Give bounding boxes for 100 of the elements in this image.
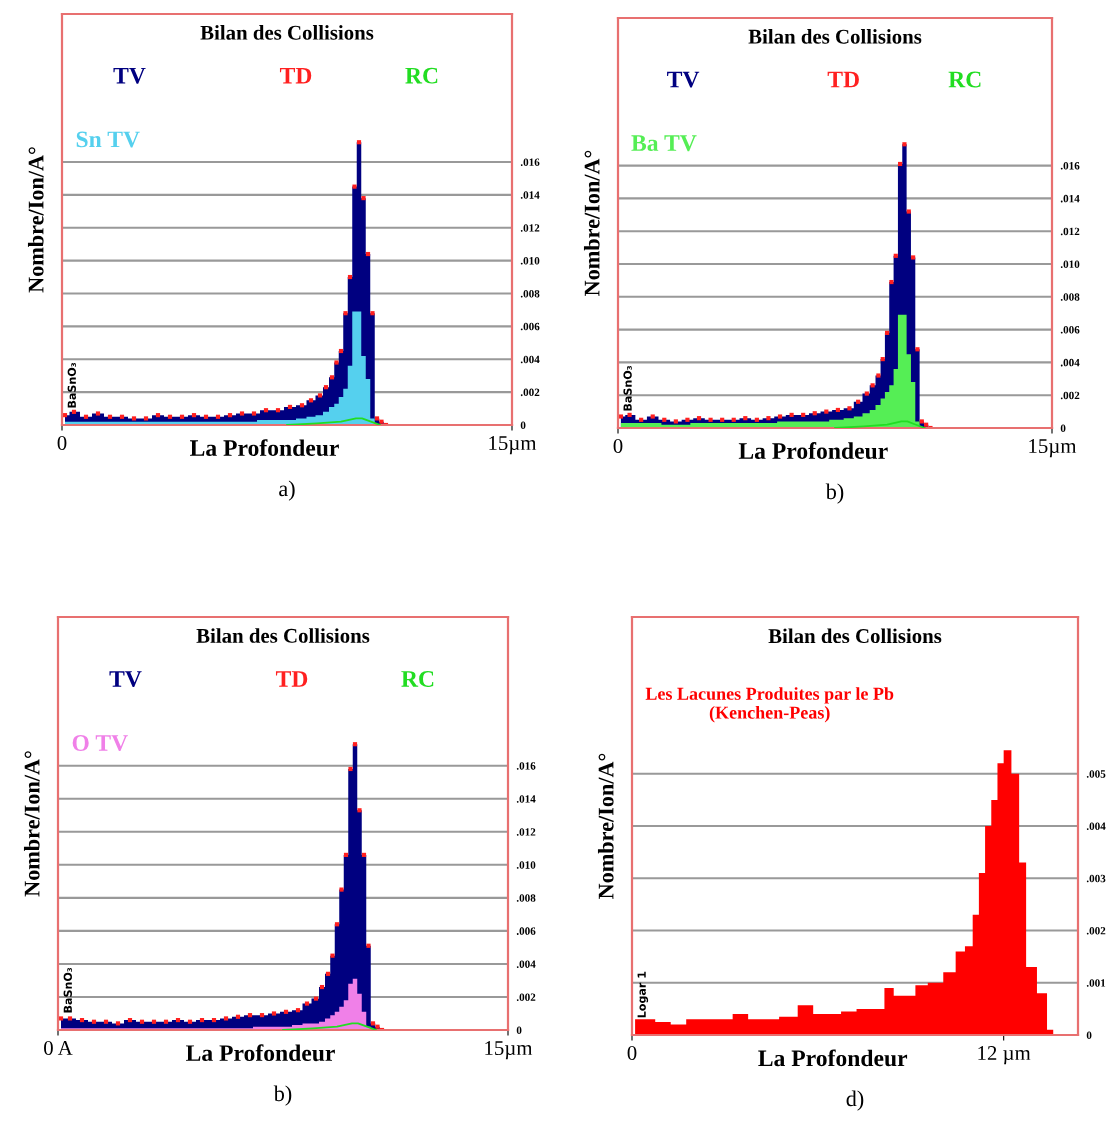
text: TV [109,671,142,688]
x-tick-label: 0 A [44,1041,73,1056]
text: RC [401,671,434,687]
point [329,375,335,380]
text: TD [275,671,308,687]
y-tick-label: 0 [516,1026,522,1034]
point [356,140,362,145]
y-tick-label: .002 [1060,391,1080,400]
point [754,417,759,422]
point [263,408,269,413]
point [339,887,344,892]
point [95,411,101,416]
text: b) [825,483,844,504]
point [898,161,903,167]
point [179,414,185,419]
point [199,1018,205,1023]
point [330,953,335,958]
y-tick-label: 0 [1086,1031,1092,1039]
text: d) [846,1090,864,1111]
text: RC [405,67,438,84]
y-tick-label: .004 [1060,358,1080,367]
point [824,409,829,414]
point [366,943,371,948]
point [317,393,323,398]
point [365,251,371,257]
x-axis-title: La Profondeur [738,442,888,460]
x-axis-title: La Profondeur [190,439,339,457]
point [618,414,623,419]
y-tick-label: .016 [1060,162,1080,170]
point [325,971,331,976]
y-tick-label: 0 [520,421,526,429]
point [696,416,702,421]
point [235,1014,241,1019]
text: b) [273,1085,292,1106]
point [203,414,209,419]
annotation: BaSnO₃ [63,967,72,1013]
y-tick-label: .014 [516,795,536,803]
y-tick-label: .014 [1060,194,1080,203]
text: TD [279,67,312,84]
point [650,414,655,419]
point [348,766,353,772]
point [62,413,68,418]
point [743,416,748,421]
point [227,413,233,418]
text: Ba TV [631,135,697,152]
y-tick-label: .005 [1086,770,1106,778]
point [163,1019,169,1024]
point [374,416,380,421]
point [211,1018,217,1023]
point [79,1018,85,1023]
point [175,1018,181,1023]
point [334,922,340,927]
x-tick-label: 15µm [489,436,537,455]
point [880,357,885,362]
y-tick-label: .006 [520,322,540,331]
point [83,414,89,419]
y-tick-label: .004 [1086,822,1106,831]
point [379,419,384,424]
point [259,1013,265,1018]
point [708,417,713,422]
y-tick-label: .006 [516,927,536,935]
point [167,414,173,419]
y-tick-label: .010 [1060,260,1080,269]
point [127,1018,133,1023]
annotation: BaSnO₃ [67,362,76,408]
point [215,414,221,419]
point [835,407,840,413]
y-tick-label: .010 [516,861,536,869]
point [889,279,894,285]
text: TD [827,71,859,88]
point [731,417,736,422]
chart-title: Bilan des Collisions [196,628,370,643]
y-axis-title: Nombre/Ion/A° [23,751,40,897]
point [789,412,794,417]
chart-title: Bilan des Collisions [200,25,374,40]
point [847,406,852,411]
chart-title: Bilan des Collisions [748,29,922,44]
point [323,385,329,390]
point [766,416,771,421]
point [685,417,690,422]
x-tick-label: 0 [627,1046,637,1061]
y-tick-label: 0 [1060,424,1066,432]
point [902,142,907,147]
y-tick-label: .012 [516,828,536,836]
y-tick-label: .004 [520,355,540,364]
y-tick-label: .014 [520,191,540,199]
chart-title: Bilan des Collisions [768,628,942,644]
point [251,411,257,416]
point [131,416,137,421]
point [375,1024,380,1029]
point [864,391,869,396]
point [239,411,245,416]
point [915,347,920,352]
point [662,417,667,422]
point [119,414,125,419]
point [151,1019,157,1024]
point [115,1021,121,1026]
x-tick-label: 15µm [1029,439,1077,458]
point [247,1013,253,1018]
text: O TV [72,735,128,752]
